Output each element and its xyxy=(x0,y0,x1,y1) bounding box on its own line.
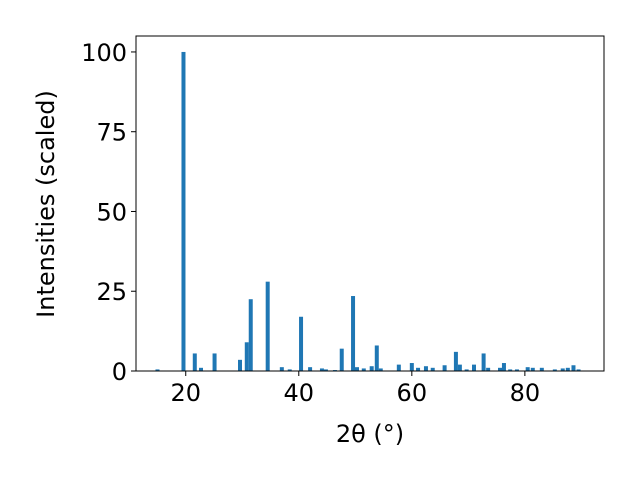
y-tick-label: 100 xyxy=(81,39,127,67)
bar xyxy=(369,366,374,371)
bar xyxy=(299,316,304,371)
y-tick-label: 50 xyxy=(96,198,127,226)
bar xyxy=(192,353,197,371)
bar xyxy=(323,369,328,371)
x-tick-label: 20 xyxy=(170,379,201,407)
bar xyxy=(339,348,344,371)
bar xyxy=(155,369,160,371)
bar xyxy=(409,363,414,371)
bar xyxy=(308,367,313,371)
bar xyxy=(539,367,544,371)
bar xyxy=(287,369,292,371)
bar xyxy=(396,364,401,371)
bar xyxy=(514,369,519,371)
bar xyxy=(525,367,530,371)
bar xyxy=(361,368,366,371)
x-axis-label: 2θ (°) xyxy=(336,420,404,448)
bar xyxy=(453,351,458,371)
x-tick-label: 60 xyxy=(397,379,428,407)
bar xyxy=(464,369,469,371)
bar xyxy=(181,51,186,371)
bar xyxy=(374,345,379,371)
bar xyxy=(423,366,428,371)
x-tick-label: 40 xyxy=(284,379,315,407)
bar xyxy=(248,299,253,371)
bar xyxy=(501,363,506,371)
x-tick-label: 80 xyxy=(510,379,541,407)
bar xyxy=(472,364,476,371)
bar xyxy=(199,367,203,371)
bar xyxy=(508,369,513,371)
bar xyxy=(212,353,217,371)
bar xyxy=(552,369,557,371)
bar xyxy=(442,365,447,371)
bar xyxy=(355,367,359,371)
bar xyxy=(265,281,270,371)
y-tick-label: 75 xyxy=(96,119,127,147)
bar xyxy=(279,367,284,371)
bar xyxy=(244,342,249,371)
bar xyxy=(576,369,581,371)
bar xyxy=(486,367,491,371)
bar xyxy=(430,367,435,371)
bar xyxy=(481,353,486,371)
bar xyxy=(571,365,576,371)
bar xyxy=(378,368,383,371)
bar xyxy=(319,368,324,371)
bar xyxy=(416,367,421,371)
bar xyxy=(530,367,535,371)
y-tick-label: 25 xyxy=(96,278,127,306)
plot-frame xyxy=(135,35,605,372)
bar xyxy=(498,367,502,371)
y-axis-label: Intensities (scaled) xyxy=(32,90,60,318)
bar xyxy=(457,364,462,371)
bar xyxy=(560,368,565,371)
y-tick-label: 0 xyxy=(112,358,127,386)
bar xyxy=(565,367,570,371)
bar xyxy=(238,359,242,371)
bar xyxy=(351,296,356,371)
